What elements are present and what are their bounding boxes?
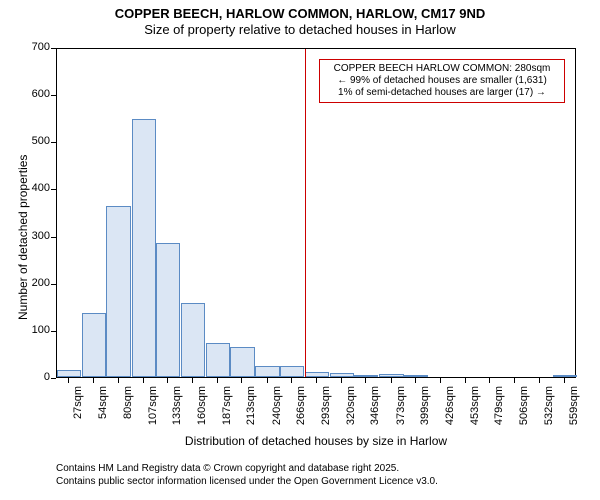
x-tick-mark (118, 378, 119, 383)
y-tick-label: 400 (20, 182, 50, 194)
y-tick-mark (51, 237, 56, 238)
x-tick-mark (415, 378, 416, 383)
histogram-bar (106, 206, 130, 377)
y-tick-mark (51, 189, 56, 190)
footer-line2: Contains public sector information licen… (56, 475, 438, 488)
histogram-bar (280, 366, 304, 377)
annotation-line: ← 99% of detached houses are smaller (1,… (325, 75, 559, 87)
plot-area: COPPER BEECH HARLOW COMMON: 280sqm← 99% … (56, 48, 576, 378)
histogram-bar (305, 372, 329, 377)
y-tick-mark (51, 142, 56, 143)
x-tick-label: 213sqm (245, 386, 257, 430)
annotation-box: COPPER BEECH HARLOW COMMON: 280sqm← 99% … (319, 59, 565, 103)
histogram-bar (255, 366, 279, 377)
annotation-line: COPPER BEECH HARLOW COMMON: 280sqm (325, 63, 559, 75)
x-tick-mark (514, 378, 515, 383)
x-tick-mark (391, 378, 392, 383)
annotation-line: 1% of semi-detached houses are larger (1… (325, 87, 559, 99)
histogram-bar (330, 373, 354, 377)
x-tick-label: 293sqm (320, 386, 332, 430)
histogram-bar (379, 374, 403, 377)
x-tick-label: 373sqm (395, 386, 407, 430)
y-tick-mark (51, 48, 56, 49)
footer-line1: Contains HM Land Registry data © Crown c… (56, 462, 438, 475)
footer-text: Contains HM Land Registry data © Crown c… (56, 462, 438, 488)
x-tick-mark (217, 378, 218, 383)
histogram-bar (156, 243, 180, 377)
chart-subtitle: Size of property relative to detached ho… (0, 22, 600, 41)
x-tick-label: 532sqm (543, 386, 555, 430)
x-tick-mark (341, 378, 342, 383)
y-tick-label: 100 (20, 324, 50, 336)
x-tick-mark (192, 378, 193, 383)
y-tick-label: 600 (20, 88, 50, 100)
histogram-bar (404, 375, 428, 377)
histogram-bar (354, 375, 378, 377)
y-tick-mark (51, 331, 56, 332)
y-tick-label: 700 (20, 41, 50, 53)
x-tick-label: 399sqm (419, 386, 431, 430)
x-tick-label: 240sqm (271, 386, 283, 430)
x-tick-label: 187sqm (221, 386, 233, 430)
x-tick-label: 426sqm (444, 386, 456, 430)
x-tick-label: 80sqm (122, 386, 134, 430)
reference-line (305, 49, 306, 377)
x-tick-mark (564, 378, 565, 383)
x-tick-mark (291, 378, 292, 383)
x-tick-label: 346sqm (369, 386, 381, 430)
y-tick-mark (51, 378, 56, 379)
x-tick-label: 479sqm (493, 386, 505, 430)
y-tick-label: 0 (20, 371, 50, 383)
histogram-bar (82, 313, 106, 377)
x-tick-mark (143, 378, 144, 383)
histogram-bar (57, 370, 81, 377)
x-tick-label: 320sqm (345, 386, 357, 430)
x-tick-mark (489, 378, 490, 383)
y-tick-label: 500 (20, 135, 50, 147)
x-tick-mark (241, 378, 242, 383)
x-tick-mark (93, 378, 94, 383)
y-tick-mark (51, 95, 56, 96)
y-tick-label: 200 (20, 277, 50, 289)
x-tick-mark (316, 378, 317, 383)
histogram-bar (206, 343, 230, 377)
y-tick-mark (51, 284, 56, 285)
x-tick-mark (539, 378, 540, 383)
x-axis-label: Distribution of detached houses by size … (56, 434, 576, 448)
x-tick-label: 54sqm (97, 386, 109, 430)
x-tick-label: 453sqm (469, 386, 481, 430)
histogram-bar (230, 347, 254, 377)
x-tick-label: 27sqm (72, 386, 84, 430)
chart-container: COPPER BEECH, HARLOW COMMON, HARLOW, CM1… (0, 0, 600, 500)
x-tick-label: 266sqm (295, 386, 307, 430)
x-tick-mark (68, 378, 69, 383)
histogram-bar (181, 303, 205, 377)
y-tick-label: 300 (20, 230, 50, 242)
x-tick-mark (267, 378, 268, 383)
x-tick-label: 160sqm (196, 386, 208, 430)
x-tick-label: 506sqm (518, 386, 530, 430)
histogram-bar (132, 119, 156, 377)
x-tick-label: 133sqm (171, 386, 183, 430)
x-tick-mark (465, 378, 466, 383)
x-tick-mark (365, 378, 366, 383)
chart-title: COPPER BEECH, HARLOW COMMON, HARLOW, CM1… (0, 0, 600, 22)
x-tick-mark (167, 378, 168, 383)
x-tick-label: 559sqm (568, 386, 580, 430)
histogram-bar (553, 375, 577, 377)
x-tick-label: 107sqm (147, 386, 159, 430)
x-tick-mark (440, 378, 441, 383)
